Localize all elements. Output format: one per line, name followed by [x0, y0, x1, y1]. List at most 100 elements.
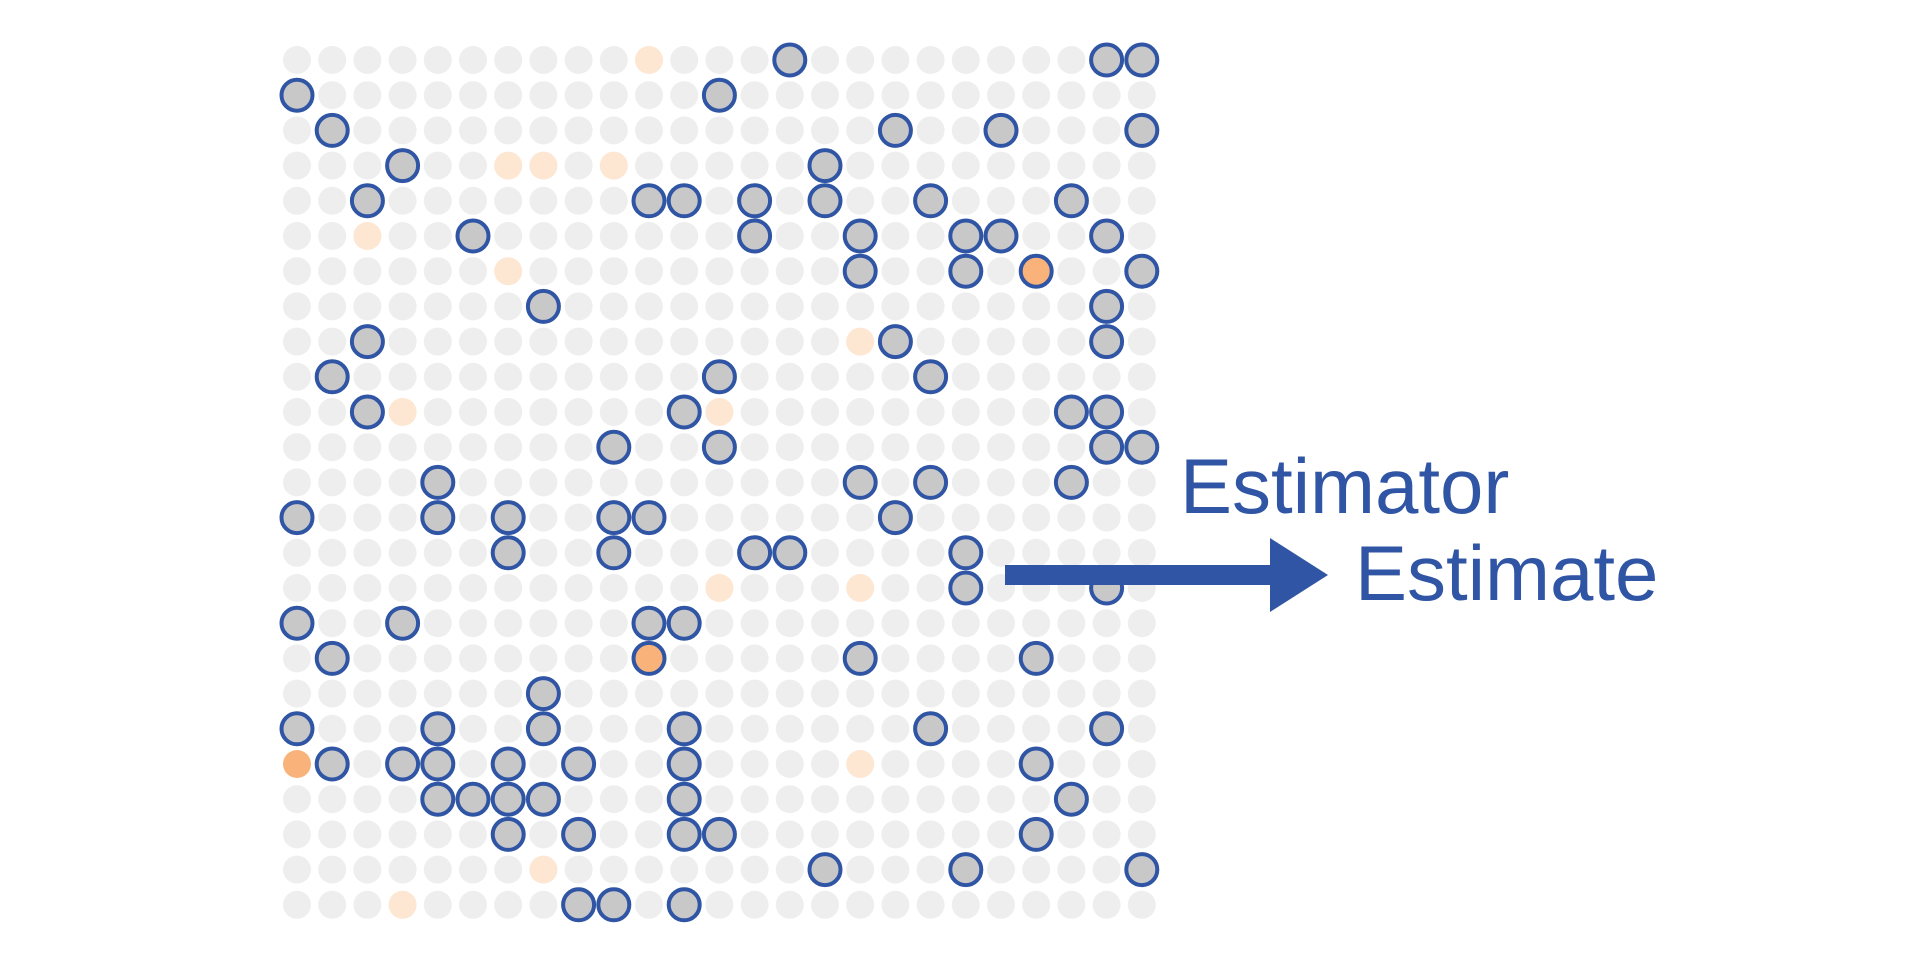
- grid-dot: [740, 785, 769, 814]
- grid-dot: [423, 81, 452, 110]
- grid-dot: [916, 46, 945, 74]
- arrow-head: [1270, 538, 1328, 612]
- grid-dot: [529, 222, 558, 250]
- selected-dot: [1053, 781, 1089, 817]
- selected-orange-dot: [631, 640, 667, 676]
- grid-dot: [599, 327, 628, 356]
- grid-dot: [881, 433, 910, 462]
- grid-dot: [1057, 222, 1086, 250]
- grid-dot: [599, 644, 628, 673]
- faint-orange-dot: [529, 151, 558, 180]
- grid-dot: [318, 222, 347, 250]
- grid-dot: [283, 327, 311, 356]
- grid-dot: [635, 116, 663, 145]
- grid-dot: [599, 186, 628, 215]
- selected-dot: [666, 605, 702, 641]
- grid-dot: [494, 116, 523, 145]
- grid-dot: [529, 503, 558, 532]
- grid-dot: [987, 292, 1015, 321]
- grid-dot: [1022, 433, 1051, 462]
- grid-dot: [564, 503, 593, 532]
- grid-dot: [1127, 820, 1156, 849]
- selected-dot: [525, 711, 561, 747]
- selected-dot: [842, 218, 878, 254]
- grid-dot: [846, 609, 875, 638]
- grid-dot: [705, 257, 734, 286]
- grid-dot: [846, 820, 875, 849]
- grid-dot: [388, 785, 417, 814]
- grid-dot: [705, 222, 734, 250]
- grid-dot: [529, 574, 558, 602]
- grid-dot: [423, 257, 452, 286]
- grid-dot: [740, 362, 769, 391]
- grid-dot: [1127, 292, 1156, 321]
- grid-dot: [670, 433, 699, 462]
- selected-dot: [420, 464, 456, 500]
- grid-dot: [1022, 362, 1051, 391]
- grid-dot: [740, 398, 769, 426]
- grid-dot: [1127, 81, 1156, 110]
- grid-dot: [987, 503, 1015, 532]
- grid-dot: [670, 46, 699, 74]
- grid-dot: [494, 292, 523, 321]
- selected-orange-dot: [1018, 253, 1054, 289]
- selected-dot: [490, 781, 526, 817]
- grid-dot: [283, 820, 311, 849]
- grid-dot: [353, 679, 382, 708]
- selected-dot: [631, 605, 667, 641]
- grid-dot: [811, 398, 839, 426]
- selected-dot: [420, 500, 456, 536]
- grid-dot: [635, 398, 663, 426]
- grid-dot: [987, 433, 1015, 462]
- grid-dot: [599, 750, 628, 778]
- grid-dot: [705, 151, 734, 180]
- grid-dot: [775, 151, 804, 180]
- grid-dot: [951, 327, 980, 356]
- grid-dot: [494, 433, 523, 462]
- grid-dot: [1022, 503, 1051, 532]
- grid-dot: [811, 433, 839, 462]
- grid-dot: [916, 679, 945, 708]
- grid-dot: [916, 433, 945, 462]
- grid-dot: [881, 890, 910, 919]
- grid-dot: [353, 785, 382, 814]
- grid-dot: [1092, 855, 1121, 884]
- selected-dot: [877, 500, 913, 536]
- selected-dot: [420, 711, 456, 747]
- grid-dot: [318, 714, 347, 743]
- grid-dot: [670, 327, 699, 356]
- grid-dot: [811, 362, 839, 391]
- selected-dot: [420, 746, 456, 782]
- selected-dot: [279, 500, 315, 536]
- selected-dot: [561, 887, 597, 923]
- grid-dot: [459, 609, 487, 638]
- grid-dot: [283, 538, 311, 567]
- selected-dot: [525, 676, 561, 712]
- grid-dot: [881, 644, 910, 673]
- grid-dot: [775, 327, 804, 356]
- grid-dot: [916, 151, 945, 180]
- grid-dot: [1127, 468, 1156, 497]
- selected-dot: [948, 253, 984, 289]
- grid-dot: [459, 116, 487, 145]
- grid-dot: [599, 820, 628, 849]
- selected-dot: [349, 324, 385, 360]
- grid-dot: [388, 433, 417, 462]
- grid-dot: [951, 433, 980, 462]
- grid-dot: [459, 714, 487, 743]
- grid-dot: [283, 362, 311, 391]
- grid-dot: [1022, 468, 1051, 497]
- grid-dot: [318, 46, 347, 74]
- grid-dot: [740, 292, 769, 321]
- grid-dot: [951, 186, 980, 215]
- grid-dot: [283, 257, 311, 286]
- grid-dot: [1057, 151, 1086, 180]
- selected-dot: [1089, 711, 1125, 747]
- grid-dot: [740, 679, 769, 708]
- grid-dot: [881, 81, 910, 110]
- grid-dot: [564, 81, 593, 110]
- grid-dot: [705, 714, 734, 743]
- grid-dot: [1127, 750, 1156, 778]
- selected-dot: [1124, 112, 1160, 148]
